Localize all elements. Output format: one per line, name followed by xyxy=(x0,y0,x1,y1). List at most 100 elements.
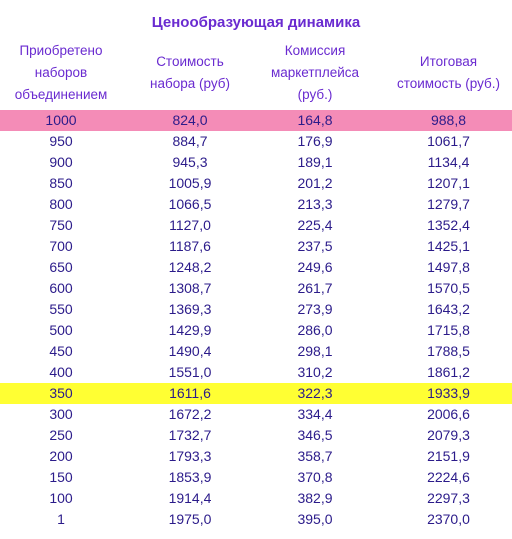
cell-total: 2006,6 xyxy=(427,406,470,422)
header-price-line: Стоимость xyxy=(156,54,224,69)
cell-price: 1914,4 xyxy=(168,490,212,506)
table-row: 400 1551,0 310,2 1861,2 xyxy=(0,362,512,383)
cell-total: 1207,1 xyxy=(427,175,470,191)
cell-total: 1788,5 xyxy=(427,343,470,359)
table-row: 850 1005,9 201,2 1207,1 xyxy=(0,173,512,194)
cell-qty: 850 xyxy=(49,175,73,191)
cell-qty: 750 xyxy=(49,217,73,233)
cell-qty: 350 xyxy=(49,385,73,401)
table-row: 500 1429,9 286,0 1715,8 xyxy=(0,320,512,341)
table-row: 900 945,3 189,1 1134,4 xyxy=(0,152,512,173)
cell-total: 2297,3 xyxy=(427,490,470,506)
table-row: 350 1611,6 322,3 1933,9 xyxy=(0,383,512,404)
cell-qty: 550 xyxy=(49,301,73,317)
cell-total: 1279,7 xyxy=(427,196,470,212)
cell-price: 1005,9 xyxy=(168,175,212,191)
cell-total: 2370,0 xyxy=(427,511,470,527)
table-row: 950 884,7 176,9 1061,7 xyxy=(0,131,512,152)
header-total: Итоговая стоимость (руб.) xyxy=(385,40,512,106)
table-row: 200 1793,3 358,7 2151,9 xyxy=(0,446,512,467)
header-total-line: Итоговая xyxy=(419,54,478,69)
cell-fee: 322,3 xyxy=(297,385,333,401)
cell-price: 1672,2 xyxy=(168,406,212,422)
table-header: Приобретено наборов объединением Стоимос… xyxy=(0,40,512,106)
table-row: 650 1248,2 249,6 1497,8 xyxy=(0,257,512,278)
cell-qty: 300 xyxy=(49,406,73,422)
table-row: 600 1308,7 261,7 1570,5 xyxy=(0,278,512,299)
header-qty-line: объединением xyxy=(14,87,108,102)
table-row: 550 1369,3 273,9 1643,2 xyxy=(0,299,512,320)
cell-price: 1248,2 xyxy=(168,259,212,275)
cell-price: 945,3 xyxy=(172,154,208,170)
header-total-line: стоимость (руб.) xyxy=(396,76,501,91)
table-title: Ценообразующая динамика xyxy=(151,14,361,31)
table-row: 1 1975,0 395,0 2370,0 xyxy=(0,509,512,530)
cell-price: 1611,6 xyxy=(169,385,211,401)
table-row: 300 1672,2 334,4 2006,6 xyxy=(0,404,512,425)
cell-total: 1352,4 xyxy=(427,217,470,233)
cell-total: 2151,9 xyxy=(427,448,470,464)
cell-price: 1369,3 xyxy=(168,301,212,317)
cell-total: 1134,4 xyxy=(427,154,470,170)
header-fee-line: (руб.) xyxy=(297,87,333,102)
cell-qty: 800 xyxy=(49,196,73,212)
header-fee-line: маркетплейса xyxy=(270,65,360,80)
cell-qty: 1000 xyxy=(45,112,77,128)
cell-fee: 286,0 xyxy=(297,322,333,338)
cell-total: 1715,8 xyxy=(427,322,470,338)
cell-qty: 400 xyxy=(49,364,73,380)
cell-qty: 650 xyxy=(49,259,73,275)
cell-fee: 395,0 xyxy=(297,511,333,527)
table-row: 100 1914,4 382,9 2297,3 xyxy=(0,488,512,509)
cell-total: 1497,8 xyxy=(427,259,470,275)
cell-fee: 164,8 xyxy=(297,112,333,128)
cell-fee: 334,4 xyxy=(297,406,333,422)
header-qty-line: наборов xyxy=(34,65,88,80)
cell-price: 1308,7 xyxy=(168,280,212,296)
table-row: 250 1732,7 346,5 2079,3 xyxy=(0,425,512,446)
cell-fee: 370,8 xyxy=(297,469,333,485)
table-row: 750 1127,0 225,4 1352,4 xyxy=(0,215,512,236)
cell-qty: 500 xyxy=(49,322,73,338)
header-qty-line: Приобретено xyxy=(19,43,103,58)
cell-total: 2079,3 xyxy=(427,427,470,443)
cell-price: 1187,6 xyxy=(169,238,211,254)
cell-total: 1061,7 xyxy=(427,133,470,149)
cell-fee: 237,5 xyxy=(297,238,333,254)
cell-price: 1429,9 xyxy=(168,322,212,338)
header-fee: Комиссия маркетплейса (руб.) xyxy=(250,40,380,106)
cell-qty: 1 xyxy=(57,511,65,527)
table-row: 700 1187,6 237,5 1425,1 xyxy=(0,236,512,257)
header-qty: Приобретено наборов объединением xyxy=(0,40,122,106)
cell-fee: 346,5 xyxy=(297,427,333,443)
cell-fee: 261,7 xyxy=(297,280,333,296)
cell-price: 1793,3 xyxy=(168,448,212,464)
cell-total: 988,8 xyxy=(430,112,467,128)
cell-fee: 213,3 xyxy=(297,196,333,212)
cell-fee: 298,1 xyxy=(297,343,333,359)
cell-price: 1551,0 xyxy=(168,364,212,380)
cell-total: 1861,2 xyxy=(427,364,470,380)
table-body: 1000 824,0 164,8 988,8 950 884,7 176,9 1061,7 90… xyxy=(0,110,512,530)
cell-total: 1933,9 xyxy=(427,385,470,401)
cell-price: 1490,4 xyxy=(168,343,212,359)
cell-total: 2224,6 xyxy=(427,469,470,485)
header-price: Стоимость набора (руб) xyxy=(130,40,250,106)
table-row: 800 1066,5 213,3 1279,7 xyxy=(0,194,512,215)
cell-fee: 225,4 xyxy=(297,217,333,233)
cell-qty: 450 xyxy=(49,343,73,359)
cell-price: 1127,0 xyxy=(169,217,211,233)
cell-fee: 176,9 xyxy=(297,133,333,149)
cell-fee: 382,9 xyxy=(297,490,333,506)
cell-qty: 250 xyxy=(49,427,73,443)
cell-total: 1570,5 xyxy=(427,280,470,296)
cell-qty: 150 xyxy=(49,469,73,485)
cell-qty: 700 xyxy=(49,238,73,254)
header-fee-line: Комиссия xyxy=(284,43,346,58)
cell-price: 884,7 xyxy=(172,133,208,149)
cell-fee: 189,1 xyxy=(297,154,333,170)
cell-fee: 273,9 xyxy=(297,301,333,317)
cell-qty: 600 xyxy=(49,280,73,296)
cell-qty: 200 xyxy=(49,448,73,464)
